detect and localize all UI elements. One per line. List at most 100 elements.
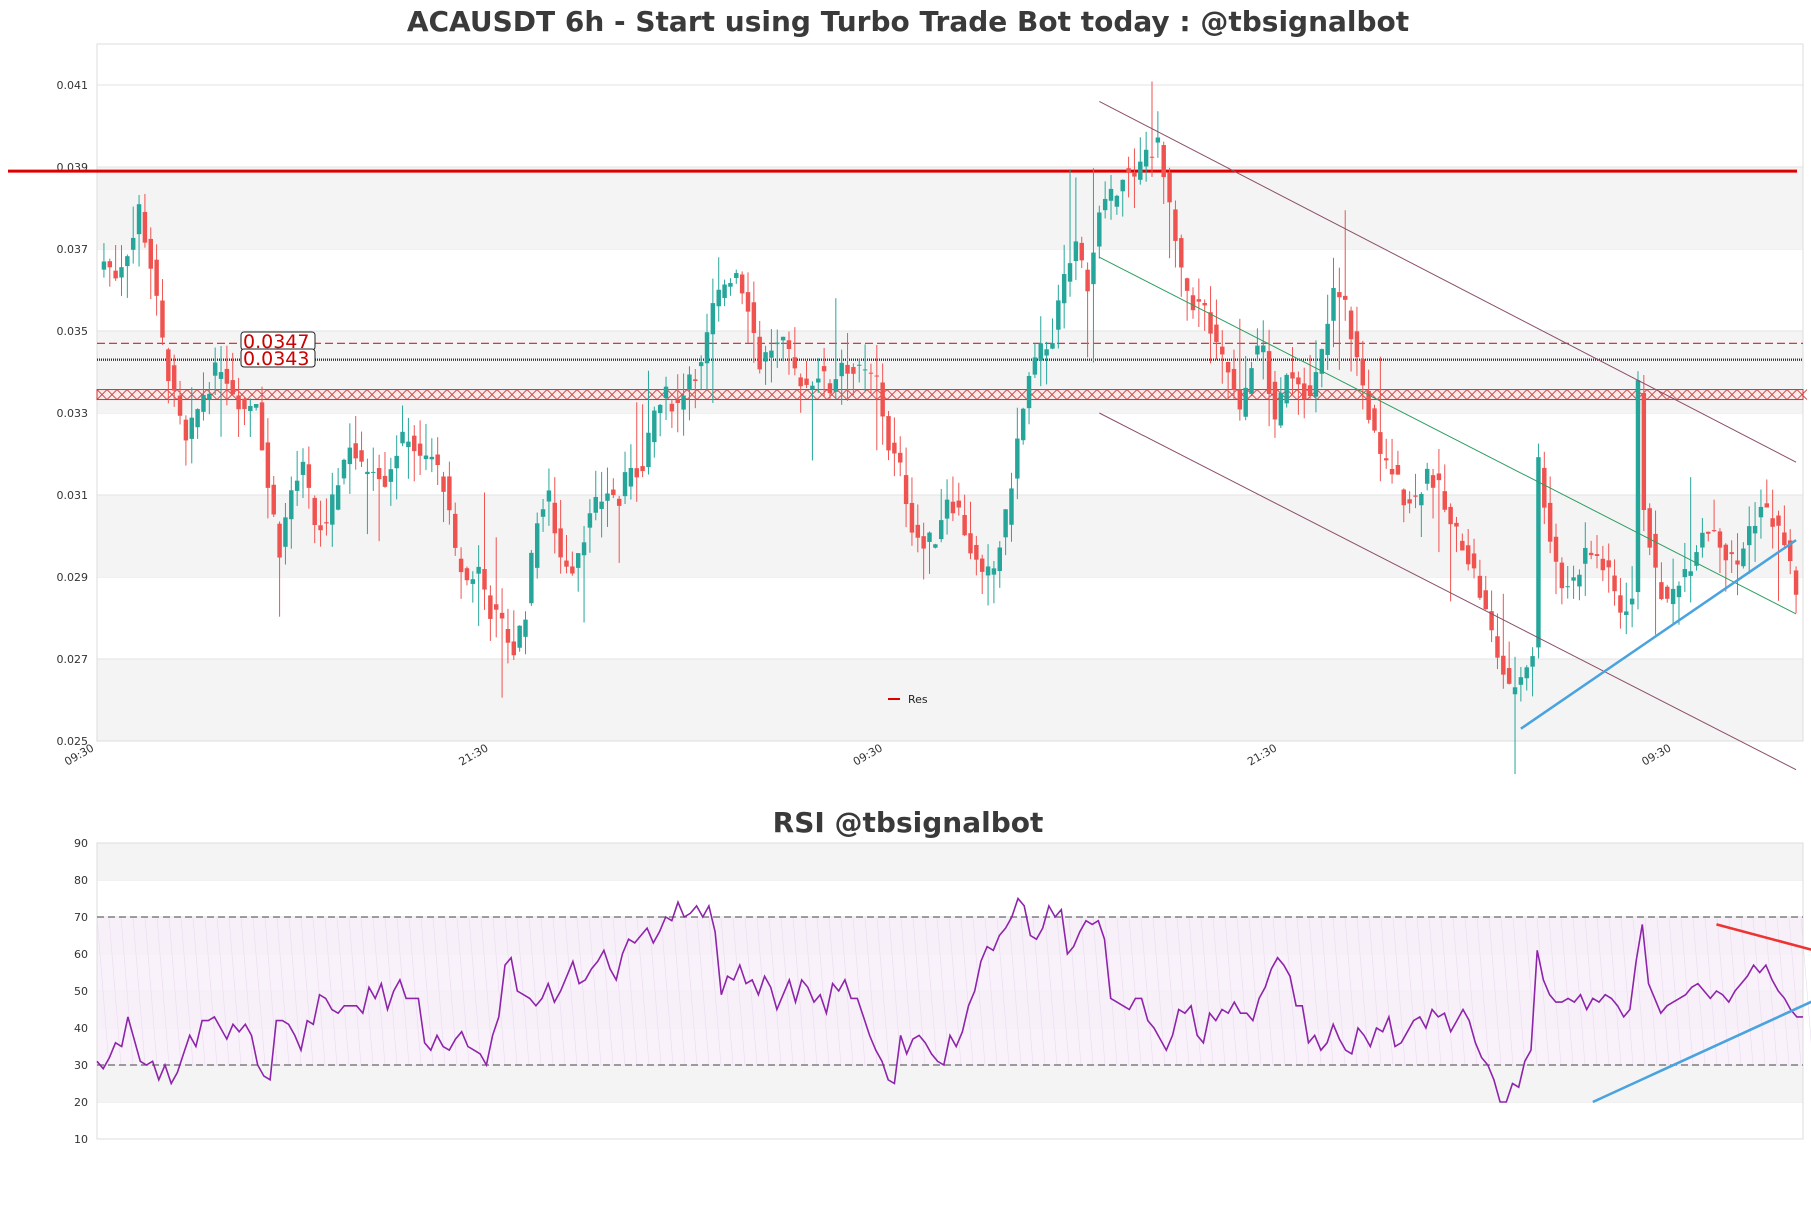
- rsi-zone-hatch: [348, 916, 362, 1066]
- candle-body: [318, 525, 323, 531]
- candle-body: [1126, 168, 1131, 173]
- candle-body: [1378, 432, 1383, 454]
- support-band-hatch: [1606, 389, 1618, 400]
- candle-body: [1752, 525, 1758, 534]
- candle-body: [1430, 475, 1436, 488]
- candle-body: [1009, 488, 1014, 525]
- support-band-hatch: [1406, 389, 1418, 400]
- rsi-zone-hatch: [888, 916, 902, 1066]
- rsi-zone-hatch: [564, 916, 578, 1066]
- candle-body: [1723, 544, 1729, 561]
- candle-body: [1290, 372, 1295, 379]
- candle-body: [634, 468, 639, 478]
- support-band-hatch: [1536, 389, 1548, 400]
- candle-body: [1102, 198, 1108, 211]
- rsi-zone-hatch: [960, 916, 974, 1066]
- rsi-zone-hatch: [1680, 916, 1694, 1066]
- rsi-zone-hatch: [1236, 916, 1250, 1066]
- candle-body: [886, 416, 891, 451]
- support-band-hatch: [1036, 389, 1048, 400]
- rsi-zone-hatch: [1596, 916, 1610, 1066]
- rsi-zone-hatch: [864, 916, 878, 1066]
- rsi-zone-hatch: [132, 916, 146, 1066]
- support-band-hatch: [726, 389, 738, 400]
- candle-body: [745, 292, 751, 312]
- candle-body: [1641, 392, 1647, 511]
- candle-body: [1770, 518, 1775, 527]
- rsi-zone-hatch: [516, 916, 530, 1066]
- rsi-zone-hatch: [852, 916, 866, 1066]
- main-band: [97, 659, 1803, 741]
- candle-body: [1442, 491, 1447, 510]
- support-band-hatch: [1326, 389, 1338, 400]
- candle-body: [1108, 188, 1114, 201]
- rsi-trendlines: [1592, 923, 1811, 1104]
- rsi-zone-hatch: [300, 916, 314, 1066]
- candle-body: [236, 395, 241, 410]
- support-band-hatch: [516, 389, 528, 400]
- candle-body: [1296, 377, 1301, 385]
- support-band-hatch: [936, 389, 948, 400]
- support-band-hatch: [1196, 389, 1208, 400]
- rsi-band: [97, 1065, 1803, 1102]
- rsi-zone-hatch: [1320, 916, 1334, 1066]
- candle-body: [1501, 655, 1506, 675]
- rsi-zone-hatch: [1536, 916, 1550, 1066]
- candle-body: [1600, 558, 1606, 571]
- rsi-zone-hatch: [768, 916, 782, 1066]
- candle-body: [1688, 571, 1693, 576]
- support-band-hatch: [1386, 389, 1398, 400]
- candle-body: [933, 544, 938, 548]
- rsi-zone-hatch: [1104, 916, 1118, 1066]
- support-band-hatch: [1216, 389, 1228, 400]
- support-band-hatch: [886, 389, 898, 400]
- support-band-hatch: [1176, 389, 1188, 400]
- main-y-tick-label: 0.031: [57, 489, 89, 502]
- candle-body: [1647, 508, 1652, 548]
- rsi-zone-hatch: [1584, 916, 1598, 1066]
- candle-body: [1747, 526, 1752, 546]
- support-band-hatch: [1786, 389, 1798, 400]
- rsi-zone-hatch: [156, 916, 170, 1066]
- support-band-hatch: [1616, 389, 1628, 400]
- candle-body: [1331, 287, 1336, 321]
- candle-body: [1401, 489, 1407, 506]
- rsi-zone-hatch: [408, 916, 422, 1066]
- candle-body: [611, 489, 616, 496]
- candle-body: [171, 365, 177, 391]
- candle-body: [1149, 156, 1155, 158]
- support-band-hatch: [1136, 389, 1148, 400]
- support-band-hatch: [976, 389, 988, 400]
- support-band-hatch: [146, 389, 158, 400]
- support-band-hatch: [1046, 389, 1058, 400]
- support-band-hatch: [1576, 389, 1588, 400]
- rsi-zone-hatch: [648, 916, 662, 1066]
- candle-body: [1635, 380, 1641, 593]
- support-band-hatch: [116, 389, 128, 400]
- candle-body: [1776, 515, 1781, 526]
- rsi-zone-hatch: [816, 916, 830, 1066]
- candle-body: [751, 302, 757, 334]
- candle-body: [160, 300, 165, 338]
- candle-body: [1518, 677, 1524, 685]
- candle-body: [950, 501, 956, 514]
- rsi-zone-hatch: [1080, 916, 1094, 1066]
- candle-body: [938, 520, 944, 540]
- candle-body: [1302, 383, 1307, 400]
- rsi-zone-hatch: [1296, 916, 1310, 1066]
- main-y-tick-label: 0.029: [57, 571, 89, 584]
- rsi-zone-hatch: [1740, 916, 1754, 1066]
- rsi-zone-hatch: [1092, 916, 1106, 1066]
- candle-body: [974, 544, 979, 560]
- candle-body: [148, 238, 153, 269]
- candle-body: [1782, 532, 1787, 546]
- rsi-zone-hatch: [1176, 916, 1190, 1066]
- candle-body: [1020, 408, 1026, 441]
- candle-body: [265, 442, 271, 488]
- candle-body: [1278, 392, 1284, 426]
- rsi-y-tick-label: 70: [74, 911, 88, 924]
- rsi-y-tick-label: 30: [74, 1059, 88, 1072]
- candle-body: [798, 377, 803, 387]
- rsi-chart-title: RSI @tbsignalbot: [773, 806, 1044, 839]
